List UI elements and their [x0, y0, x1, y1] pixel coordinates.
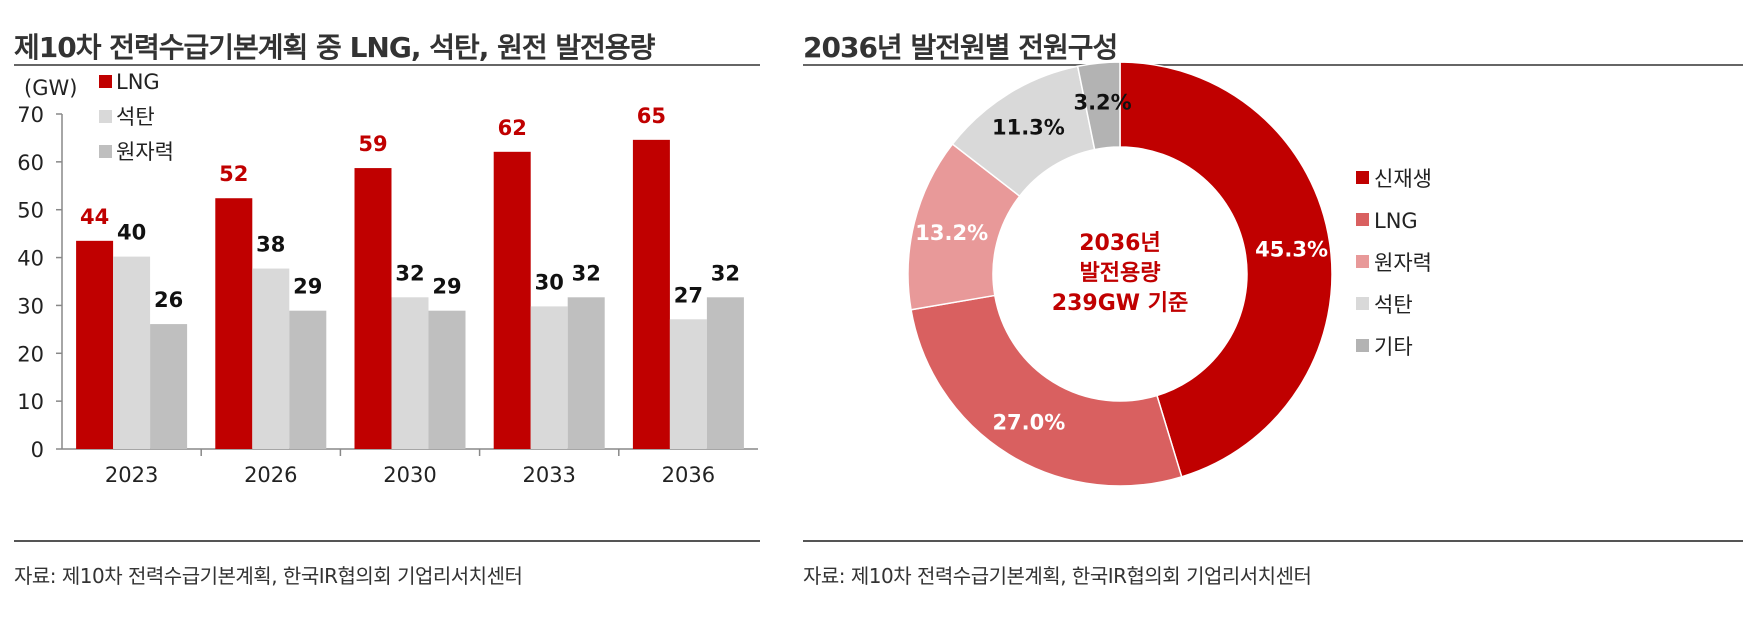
legend-swatch-석탄	[99, 110, 112, 123]
bar-원자력	[706, 297, 744, 449]
bar-value-label: 38	[256, 233, 285, 257]
legend-label: 석탄	[116, 105, 155, 129]
bar-value-label: 32	[572, 261, 601, 285]
bar-LNG	[354, 168, 392, 450]
donut-legend-swatch-원자력	[1356, 255, 1369, 268]
donut-chart-source: 자료: 제10차 전력수급기본계획, 한국IR협의회 기업리서치센터	[803, 564, 1312, 588]
bar-석탄	[530, 306, 568, 449]
bar-title-rule	[14, 64, 760, 66]
x-tick-label: 2036	[662, 463, 715, 487]
bar-석탄	[391, 297, 429, 449]
y-tick-label: 10	[17, 390, 44, 414]
y-tick-label: 60	[17, 151, 44, 175]
donut-slice-기타	[1076, 61, 1121, 151]
bar-chart-title: 제10차 전력수급기본계획 중 LNG, 석탄, 원전 발전용량	[14, 31, 655, 64]
x-tick-label: 2026	[244, 463, 297, 487]
donut-slice-label: 13.2%	[915, 221, 988, 245]
bar-원자력	[567, 297, 605, 449]
bar-source-rule	[14, 540, 760, 542]
y-tick-label: 50	[17, 199, 44, 223]
donut-legend-label: 신재생	[1374, 167, 1432, 191]
donut-title-rule	[803, 64, 1743, 66]
donut-legend-label: 원자력	[1374, 251, 1432, 275]
donut-legend-label: LNG	[1374, 209, 1418, 233]
bar-value-label: 32	[395, 261, 424, 285]
bar-value-label: 52	[219, 162, 248, 186]
y-tick-label: 30	[17, 294, 44, 318]
y-tick-label: 20	[17, 342, 44, 366]
bar-원자력	[150, 324, 188, 449]
donut-slice-신재생	[1119, 61, 1333, 478]
donut-slice-LNG	[910, 294, 1183, 487]
bar-LNG	[215, 198, 253, 449]
donut-legend-swatch-기타	[1356, 339, 1369, 352]
bar-value-label: 26	[154, 288, 183, 312]
legend-label: 원자력	[116, 140, 174, 164]
bar-value-label: 65	[637, 104, 666, 128]
bar-원자력	[428, 310, 466, 449]
donut-source-rule	[803, 540, 1743, 542]
bar-LNG	[76, 240, 114, 449]
donut-center-text: 2036년	[1079, 231, 1160, 256]
x-tick-label: 2033	[522, 463, 575, 487]
bar-value-label: 32	[711, 261, 740, 285]
bar-value-label: 30	[535, 270, 564, 294]
y-tick-label: 70	[17, 103, 44, 127]
donut-legend-swatch-석탄	[1356, 297, 1369, 310]
bar-value-label: 27	[674, 283, 703, 307]
donut-legend-label: 석탄	[1374, 293, 1413, 317]
legend-label: LNG	[116, 70, 160, 94]
bar-LNG	[493, 151, 531, 450]
donut-chart-title: 2036년 발전원별 전원구성	[803, 31, 1118, 64]
x-tick-label: 2023	[105, 463, 158, 487]
legend-swatch-LNG	[99, 75, 112, 88]
bar-LNG	[632, 139, 670, 450]
bar-석탄	[252, 268, 290, 449]
donut-legend-label: 기타	[1374, 335, 1413, 359]
y-axis-unit-label: (GW)	[24, 76, 77, 100]
donut-slice-label: 27.0%	[992, 411, 1065, 435]
bar-value-label: 44	[80, 205, 109, 229]
y-tick-label: 0	[31, 438, 44, 462]
bar-원자력	[289, 310, 327, 449]
bar-value-label: 59	[358, 132, 387, 156]
bar-value-label: 29	[432, 275, 461, 299]
donut-legend-swatch-LNG	[1356, 213, 1369, 226]
bar-value-label: 29	[293, 275, 322, 299]
bar-value-label: 40	[117, 221, 146, 245]
y-tick-label: 40	[17, 247, 44, 271]
donut-slice-label: 45.3%	[1255, 237, 1328, 261]
bar-value-label: 62	[498, 116, 527, 140]
donut-slice-label: 11.3%	[992, 116, 1065, 140]
donut-legend-swatch-신재생	[1356, 171, 1369, 184]
x-tick-label: 2030	[383, 463, 436, 487]
legend-swatch-원자력	[99, 145, 112, 158]
bar-석탄	[669, 319, 707, 449]
bar-chart-source: 자료: 제10차 전력수급기본계획, 한국IR협의회 기업리서치센터	[14, 564, 523, 588]
donut-slice-label: 3.2%	[1073, 90, 1131, 114]
donut-center-text: 239GW 기준	[1052, 291, 1188, 316]
bar-석탄	[113, 256, 151, 449]
donut-center-text: 발전용량	[1080, 261, 1161, 286]
